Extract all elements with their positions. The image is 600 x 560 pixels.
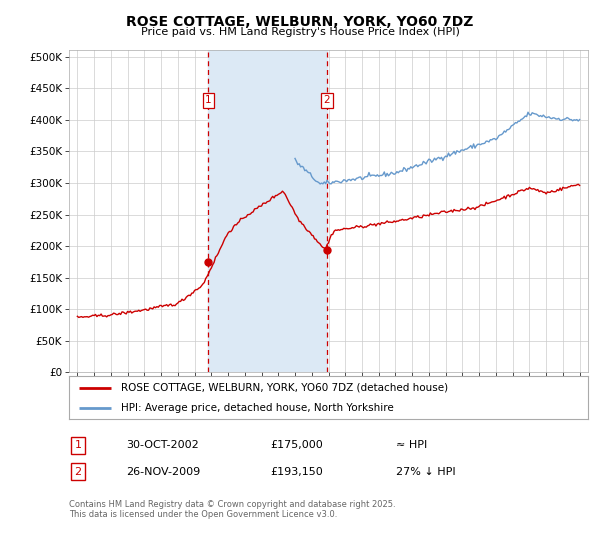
Text: £193,150: £193,150 [270,466,323,477]
Text: ROSE COTTAGE, WELBURN, YORK, YO60 7DZ: ROSE COTTAGE, WELBURN, YORK, YO60 7DZ [127,15,473,29]
Text: 2: 2 [323,95,330,105]
Text: Price paid vs. HM Land Registry's House Price Index (HPI): Price paid vs. HM Land Registry's House … [140,27,460,37]
Text: ≈ HPI: ≈ HPI [396,440,427,450]
Text: Contains HM Land Registry data © Crown copyright and database right 2025.
This d: Contains HM Land Registry data © Crown c… [69,500,395,519]
Text: 30-OCT-2002: 30-OCT-2002 [126,440,199,450]
Text: 27% ↓ HPI: 27% ↓ HPI [396,466,455,477]
Text: 1: 1 [74,440,82,450]
Text: 2: 2 [74,466,82,477]
Text: 1: 1 [205,95,212,105]
Text: HPI: Average price, detached house, North Yorkshire: HPI: Average price, detached house, Nort… [121,403,394,413]
Text: ROSE COTTAGE, WELBURN, YORK, YO60 7DZ (detached house): ROSE COTTAGE, WELBURN, YORK, YO60 7DZ (d… [121,383,448,393]
Text: 26-NOV-2009: 26-NOV-2009 [126,466,200,477]
Bar [208,50,327,372]
Text: £175,000: £175,000 [270,440,323,450]
